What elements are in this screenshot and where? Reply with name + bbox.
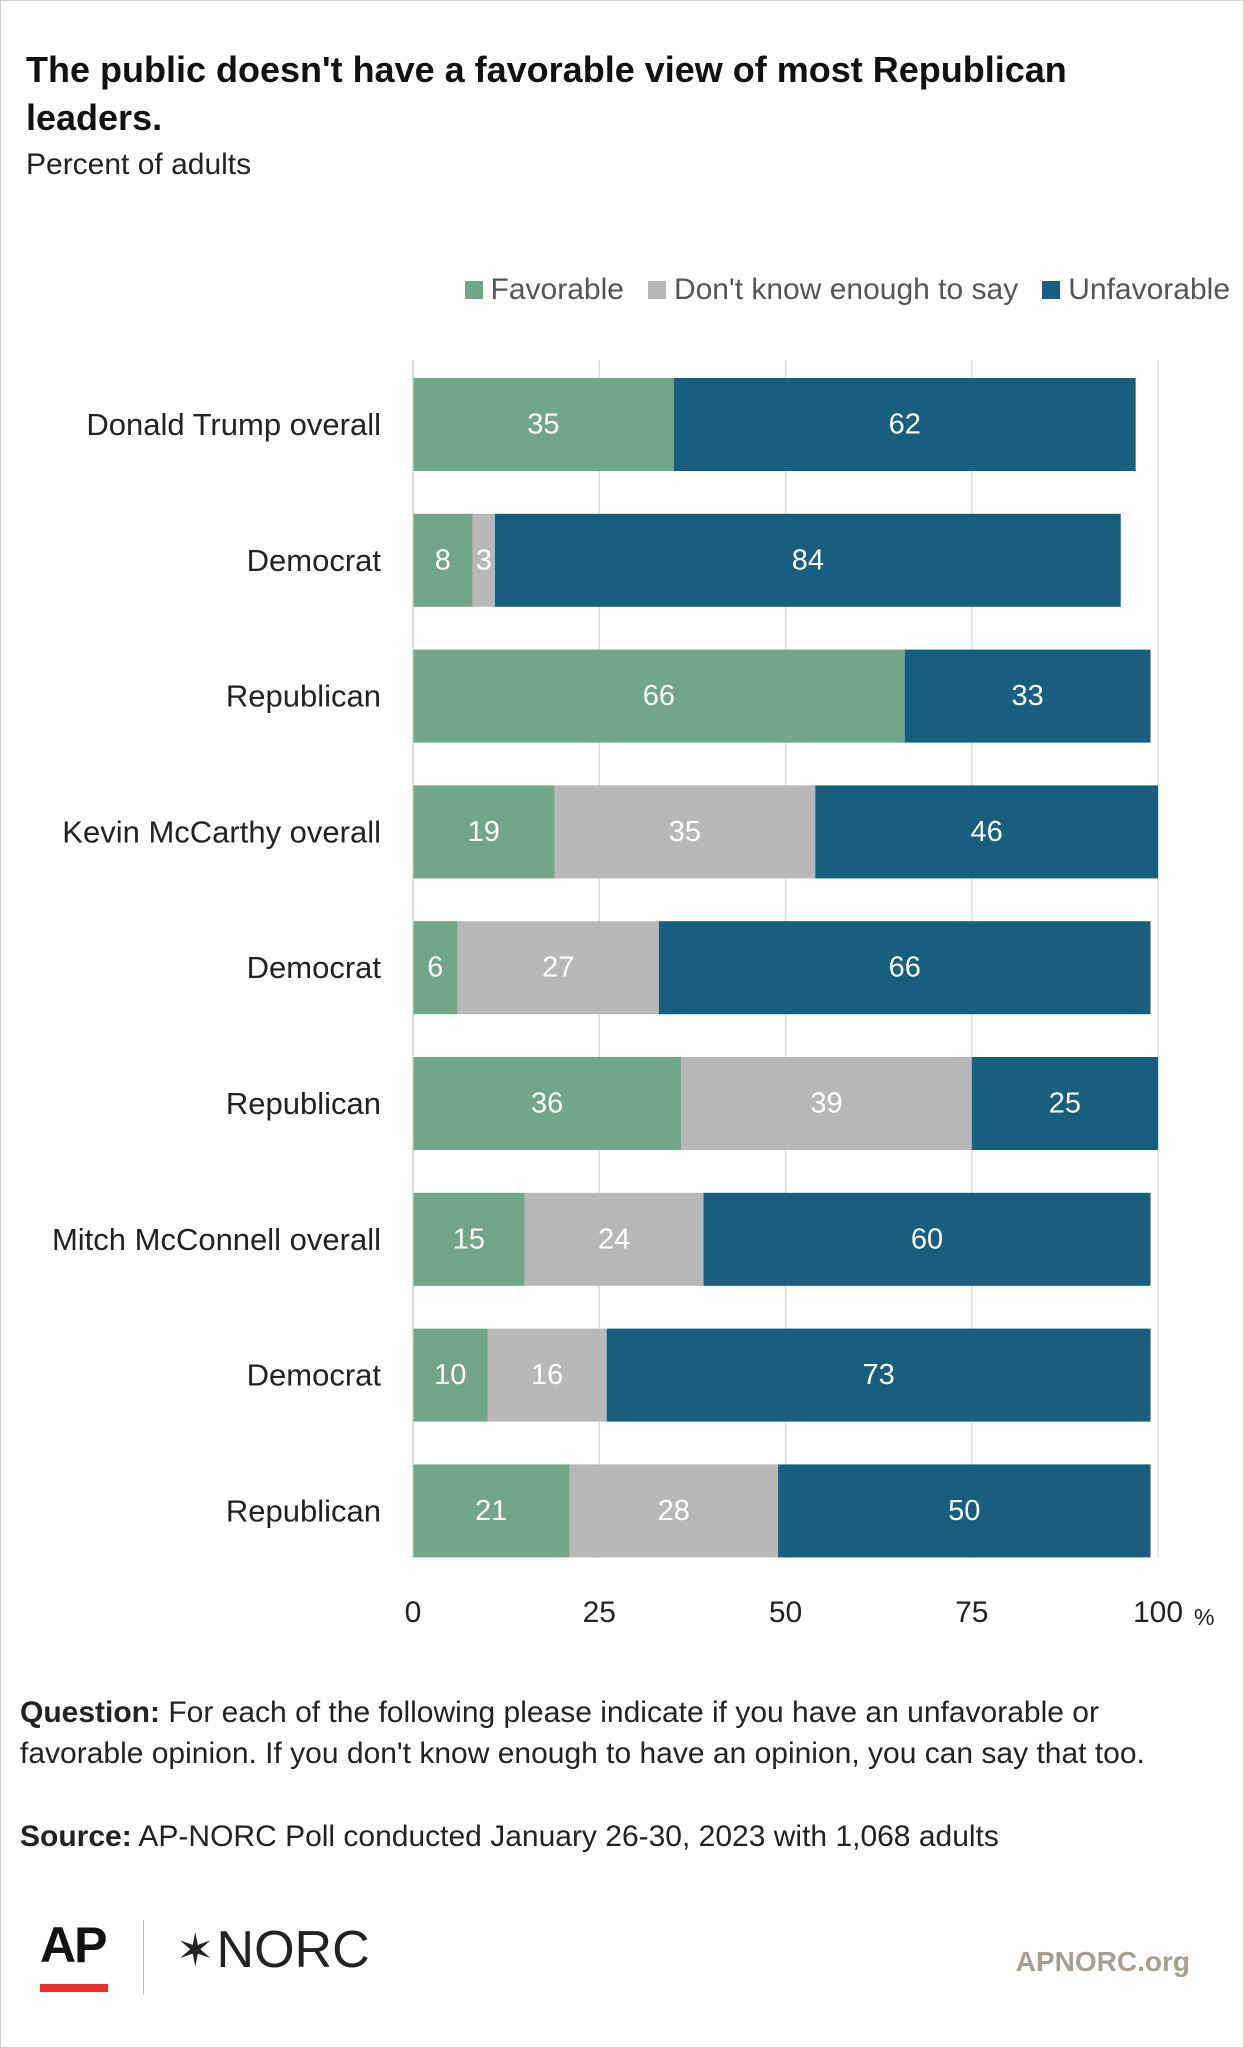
chart-subtitle: Percent of adults xyxy=(26,148,252,181)
bar-segment-favorable xyxy=(413,1464,570,1558)
legend-swatch-favorable xyxy=(464,281,483,299)
logo-divider xyxy=(143,1920,144,1994)
legend-swatch-unfavorable xyxy=(1042,281,1061,299)
data-label: 16 xyxy=(531,1359,563,1391)
data-label: 35 xyxy=(669,816,701,848)
bar-segment-dont-know xyxy=(554,785,816,879)
category-label: Republican xyxy=(226,1086,381,1121)
x-tick-label: 0 xyxy=(405,1596,422,1629)
question-label: Question: xyxy=(20,1696,160,1729)
category-label: Republican xyxy=(226,679,381,714)
footer-question: Question: For each of the following plea… xyxy=(20,1692,1220,1774)
legend-item-unfavorable: Unfavorable xyxy=(1042,273,1230,307)
data-label: 15 xyxy=(453,1223,485,1255)
bar-segment-dont-know xyxy=(681,1057,972,1150)
bar-segment-favorable xyxy=(413,378,674,471)
ap-logo-underline xyxy=(40,1984,108,1992)
category-label: Donald Trump overall xyxy=(86,407,381,442)
stacked-bar-chart: Donald Trump overall 35 62 Democrat 8 3 84 Repu… xyxy=(52,360,1214,1630)
bar-segment-unfavorable xyxy=(673,378,1136,471)
data-label: 35 xyxy=(527,409,559,441)
bar-segment-dont-know xyxy=(472,513,495,607)
source-label: Source: xyxy=(20,1820,132,1853)
data-label: 50 xyxy=(948,1495,980,1527)
bar-segment-favorable xyxy=(413,1192,525,1286)
bar-segment-favorable xyxy=(413,1057,682,1150)
data-label: 10 xyxy=(434,1359,466,1391)
bar-segment-unfavorable xyxy=(778,1464,1151,1558)
bar-segment-unfavorable xyxy=(703,1192,1151,1286)
data-label: 33 xyxy=(1011,680,1043,712)
x-tick-label: 25 xyxy=(583,1596,616,1629)
norc-logo-text: NORC xyxy=(216,1921,370,1979)
question-text: For each of the following please indicat… xyxy=(20,1696,1145,1770)
legend: Favorable Don't know enough to say Unfav… xyxy=(380,270,1230,310)
data-label: 24 xyxy=(598,1223,630,1255)
chart-title: The public doesn't have a favorable view… xyxy=(26,49,1067,138)
data-label: 66 xyxy=(889,952,921,984)
legend-item-dont-know: Don't know enough to say xyxy=(647,273,1019,307)
data-label: 66 xyxy=(643,680,675,712)
bar-segment-unfavorable xyxy=(494,513,1121,607)
bar-segment-dont-know xyxy=(524,1192,704,1286)
data-label: 25 xyxy=(1049,1088,1081,1120)
data-label: 21 xyxy=(475,1495,507,1527)
norc-star-icon: ✶ xyxy=(176,1924,215,1976)
legend-label-dont-know: Don't know enough to say xyxy=(673,273,1019,306)
footer-source: Source: AP-NORC Poll conducted January 2… xyxy=(20,1816,1220,1857)
legend-label-favorable: Favorable xyxy=(490,273,624,306)
ap-logo: AP xyxy=(40,1917,107,1973)
data-label: 60 xyxy=(911,1223,943,1255)
bar-segment-favorable xyxy=(413,785,555,879)
data-label: 36 xyxy=(531,1088,563,1120)
data-label: 46 xyxy=(971,816,1003,848)
bar-segment-dont-know xyxy=(569,1464,779,1558)
data-label: 3 xyxy=(476,544,492,576)
category-label: Democrat xyxy=(247,950,382,985)
bar-segment-unfavorable xyxy=(904,649,1151,743)
data-label: 84 xyxy=(792,544,824,576)
data-label: 73 xyxy=(862,1359,894,1391)
data-label: 27 xyxy=(542,952,574,984)
legend-item-favorable: Favorable xyxy=(464,273,624,307)
x-tick-label: 100 xyxy=(1133,1596,1183,1629)
category-label: Republican xyxy=(226,1493,381,1528)
category-label: Democrat xyxy=(247,543,382,578)
x-tick-label: 50 xyxy=(769,1596,802,1629)
x-tick-label: 75 xyxy=(955,1596,988,1629)
bar-segment-favorable xyxy=(413,649,905,743)
site-link[interactable]: APNORC.org xyxy=(1015,1946,1190,1977)
bar-segment-unfavorable xyxy=(658,921,1151,1015)
bar-segment-dont-know xyxy=(487,1328,607,1422)
category-label: Democrat xyxy=(247,1358,382,1393)
data-label: 62 xyxy=(889,409,921,441)
norc-logo: ✶ NORC xyxy=(176,1920,370,1980)
data-label: 8 xyxy=(435,544,451,576)
data-label: 19 xyxy=(468,816,500,848)
data-label: 6 xyxy=(427,952,443,984)
data-label: 39 xyxy=(810,1088,842,1120)
bar-segment-unfavorable xyxy=(971,1057,1158,1150)
bar-segment-favorable xyxy=(413,513,473,607)
bar-segment-favorable xyxy=(413,921,458,1015)
source-text: AP-NORC Poll conducted January 26-30, 20… xyxy=(138,1820,999,1853)
bar-segment-unfavorable xyxy=(606,1328,1151,1422)
category-label: Kevin McCarthy overall xyxy=(62,814,381,849)
bar-segment-unfavorable xyxy=(815,785,1158,879)
category-label: Mitch McConnell overall xyxy=(52,1222,381,1257)
bar-segment-favorable xyxy=(413,1328,488,1422)
bar-segment-dont-know xyxy=(457,921,659,1015)
x-axis-unit: % xyxy=(1194,1604,1214,1630)
data-label: 28 xyxy=(658,1495,690,1527)
legend-swatch-dont-know xyxy=(647,281,666,299)
legend-label-unfavorable: Unfavorable xyxy=(1068,273,1230,306)
